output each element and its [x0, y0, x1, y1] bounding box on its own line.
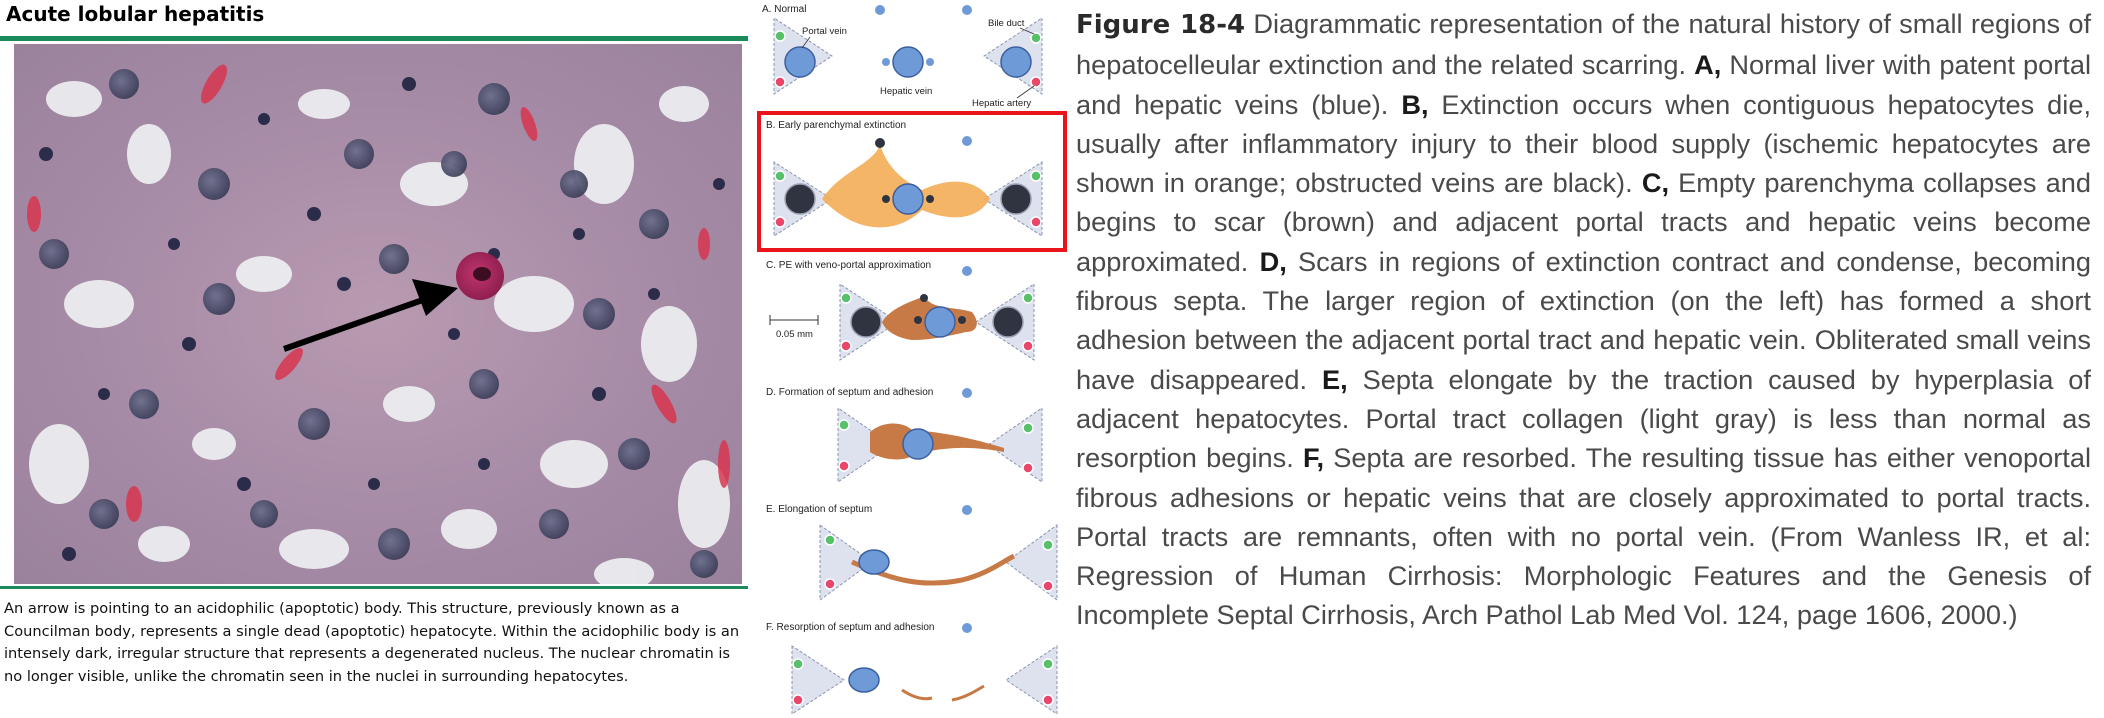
part-f-label: F, — [1302, 442, 1325, 474]
left-panel: Acute lobular hepatitis — [0, 0, 748, 714]
septum-e — [850, 553, 1016, 586]
scale-bar-label: 0.05 mm — [776, 329, 813, 340]
image-caption: An arrow is pointing to an acidophilic (… — [4, 600, 740, 685]
figure-caption: Figure 18-4 Diagrammatic representation … — [1076, 4, 2091, 635]
part-e-text: Septa elongate by the traction caused by… — [1076, 363, 2091, 474]
part-c-text: Empty parenchyma collapses and begins to… — [1076, 167, 2091, 277]
label-bile-duct: Bile duct — [988, 18, 1025, 29]
figure-number: Figure 18-4 — [1076, 10, 1246, 40]
label-hepatic-vein: Hepatic vein — [880, 86, 932, 97]
top-divider — [0, 36, 748, 41]
panel-c-label: C. PE with veno-portal approximation — [766, 260, 931, 271]
panel-f-label: F. Resorption of septum and adhesion — [766, 622, 934, 633]
part-b-text: Extinction occurs when contiguous hepato… — [1076, 88, 2091, 199]
septum-remnant-f — [901, 688, 933, 701]
bottom-divider — [0, 586, 748, 589]
panel-d-label: D. Formation of septum and adhesion — [766, 387, 933, 398]
highlight-box — [757, 111, 1067, 252]
hepatic-vein-a — [892, 46, 924, 78]
histology-micrograph — [14, 44, 742, 584]
label-portal-vein: Portal vein — [802, 26, 847, 37]
panel-a-label: A. Normal — [762, 4, 806, 15]
part-f-text: Septa are resorbed. The resulting tissue… — [1076, 442, 2091, 631]
part-a-text: Normal liver with patent portal and hepa… — [1076, 49, 2091, 120]
panel-e-label: E. Elongation of septum — [766, 504, 872, 515]
part-d-label: D, — [1259, 245, 1287, 277]
figure-intro: Diagrammatic representation of the natur… — [1076, 8, 2091, 81]
part-a-label: A, — [1694, 49, 1722, 81]
panel-b-label: B. Early parenchymal extinction — [766, 120, 906, 131]
panel-title: Acute lobular hepatitis — [6, 2, 265, 26]
part-c-label: C, — [1641, 167, 1670, 199]
part-d-text: Scars in regions of extinction contract … — [1076, 245, 2091, 395]
natural-history-diagram: A. Normal Portal vein Hepatic vein Bile … — [752, 0, 1072, 715]
part-b-label: B, — [1401, 88, 1429, 120]
part-e-label: E, — [1321, 363, 1348, 395]
septum-d — [870, 423, 1004, 460]
label-hepatic-artery: Hepatic artery — [972, 98, 1031, 109]
